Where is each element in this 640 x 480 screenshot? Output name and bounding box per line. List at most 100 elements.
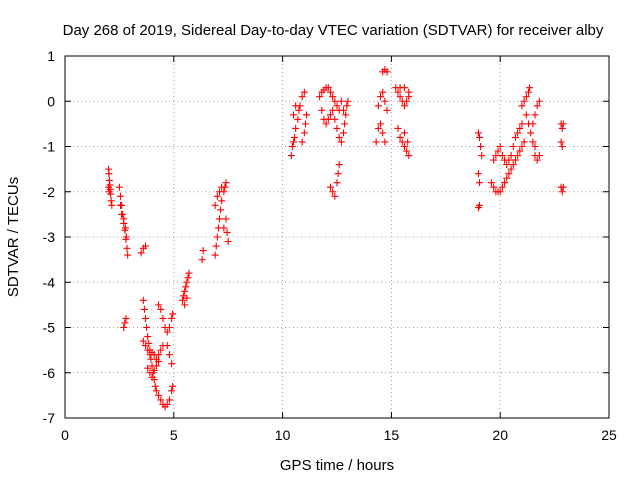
data-point-131: [333, 102, 341, 110]
data-point-184: [405, 152, 413, 160]
data-point-121: [289, 111, 297, 119]
data-point-74: [169, 310, 177, 318]
data-point-219: [509, 161, 517, 169]
data-point-112: [294, 115, 302, 123]
data-point-230: [522, 111, 530, 119]
data-point-249: [559, 183, 567, 191]
data-point-207: [503, 161, 511, 169]
data-point-173: [400, 102, 408, 110]
data-point-170: [394, 88, 402, 96]
data-point-102: [218, 183, 226, 191]
data-point-185: [400, 129, 408, 137]
data-point-248: [558, 188, 566, 196]
data-point-174: [403, 97, 411, 105]
data-point-68: [157, 305, 165, 313]
data-point-140: [333, 124, 341, 132]
data-point-229: [526, 84, 534, 92]
data-point-163: [379, 88, 387, 96]
y-tick-label-0: 1: [47, 48, 55, 64]
x-tick-label-2: 10: [275, 427, 291, 443]
data-point-209: [507, 152, 515, 160]
data-point-168: [383, 68, 391, 76]
data-point-83: [184, 274, 192, 282]
data-point-136: [324, 115, 332, 123]
data-point-81: [182, 283, 190, 291]
data-point-78: [179, 296, 187, 304]
data-point-130: [331, 97, 339, 105]
data-point-107: [287, 152, 295, 160]
data-point-151: [329, 188, 337, 196]
data-point-32: [142, 314, 150, 322]
data-point-145: [342, 111, 350, 119]
data-point-18: [124, 251, 132, 259]
data-point-147: [344, 97, 352, 105]
data-point-49: [168, 387, 176, 395]
data-point-135: [322, 120, 330, 128]
data-point-85: [181, 301, 189, 309]
data-point-155: [335, 161, 343, 169]
data-point-91: [213, 233, 221, 241]
data-point-106: [220, 224, 228, 232]
data-point-234: [531, 143, 539, 150]
data-point-205: [498, 152, 506, 160]
data-point-182: [400, 143, 408, 150]
data-point-191: [474, 170, 482, 178]
data-point-177: [400, 84, 408, 92]
x-tick-label-1: 5: [170, 427, 178, 443]
data-point-235: [529, 120, 537, 128]
data-point-66: [155, 357, 163, 365]
data-point-17: [123, 244, 131, 252]
data-point-180: [396, 133, 404, 141]
data-point-214: [518, 120, 526, 128]
data-point-19: [116, 201, 124, 209]
data-point-208: [505, 156, 513, 164]
data-point-82: [183, 278, 191, 286]
data-point-204: [496, 143, 504, 150]
data-point-33: [143, 324, 151, 331]
data-point-171: [396, 93, 404, 101]
y-tick-label-5: -4: [43, 274, 56, 290]
y-tick-label-8: -7: [43, 410, 56, 426]
data-point-95: [218, 197, 226, 205]
grid: [65, 56, 609, 418]
data-point-76: [165, 351, 173, 359]
data-point-43: [155, 391, 163, 399]
data-point-120: [303, 111, 311, 119]
data-point-142: [337, 138, 345, 146]
data-point-101: [215, 188, 223, 196]
data-point-105: [224, 238, 232, 246]
data-point-31: [140, 305, 148, 313]
data-point-217: [505, 170, 513, 178]
data-point-108: [288, 143, 296, 150]
data-point-77: [168, 360, 176, 368]
y-tick-label-3: -2: [43, 184, 56, 200]
data-point-226: [520, 97, 528, 105]
data-point-65: [152, 362, 160, 370]
data-point-24: [120, 324, 128, 331]
data-point-160: [381, 138, 389, 146]
x-tick-label-4: 20: [492, 427, 508, 443]
data-point-128: [326, 88, 334, 96]
data-point-64: [150, 366, 158, 374]
data-point-218: [507, 165, 515, 173]
data-point-27: [137, 249, 145, 257]
data-point-179: [394, 124, 402, 132]
data-point-86: [183, 294, 191, 302]
data-point-94: [217, 206, 225, 214]
data-point-232: [527, 129, 535, 137]
data-point-110: [291, 133, 299, 141]
data-point-158: [377, 120, 385, 128]
data-point-80: [181, 287, 189, 295]
data-point-109: [289, 138, 297, 146]
data-point-75: [163, 342, 171, 350]
data-point-87: [198, 256, 206, 264]
data-point-44: [157, 396, 165, 404]
data-point-237: [533, 102, 541, 110]
data-point-150: [326, 183, 334, 191]
y-tick-label-6: -5: [43, 320, 56, 336]
data-point-190: [478, 152, 486, 160]
data-point-47: [163, 400, 171, 408]
data-point-59: [157, 346, 165, 354]
